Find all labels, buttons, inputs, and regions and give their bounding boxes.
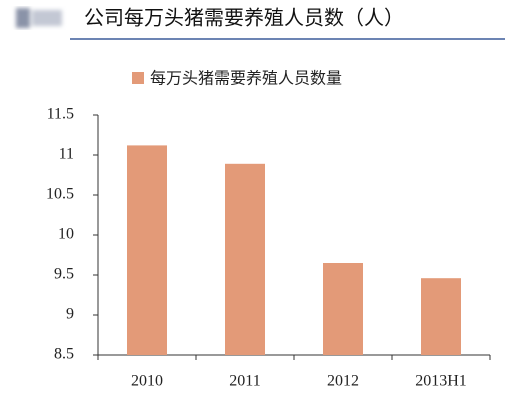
x-tick-label: 2010 [131,373,163,390]
chart-title: 公司每万头猪需要养殖人员数（人） [84,6,404,30]
legend-swatch [132,72,144,84]
x-tick-label: 2012 [327,373,359,390]
y-tick-label: 11.5 [47,106,74,123]
bar [323,263,363,355]
logo [16,8,62,28]
bar [127,145,167,355]
y-tick-label: 11 [59,146,74,163]
y-tick-label: 10.5 [46,186,74,203]
bar [421,278,461,355]
y-tick-label: 10 [58,226,74,243]
x-tick-label: 2013H1 [415,373,467,390]
x-tick-label: 2011 [229,373,260,390]
bar [225,163,265,355]
y-tick-label: 8.5 [54,346,74,363]
legend-label: 每万头猪需要养殖人员数量 [150,69,342,88]
y-tick-label: 9.5 [54,266,74,283]
y-tick-label: 9 [66,306,74,323]
